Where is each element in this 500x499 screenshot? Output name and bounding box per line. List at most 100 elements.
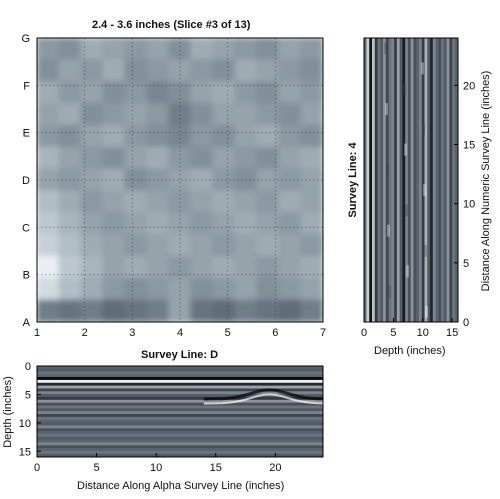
slice-map-cell	[234, 168, 258, 192]
slice-map-cell	[124, 103, 148, 126]
slice-map-cell	[124, 277, 148, 301]
slice-map-cell	[190, 299, 214, 322]
slice-map-cell	[212, 212, 236, 236]
survey-line-4-y-tick: 5	[463, 258, 469, 270]
slice-map-cell	[146, 146, 170, 170]
slice-map-cell	[278, 168, 302, 192]
slice-map-cell	[102, 212, 126, 236]
slice-map-cell	[278, 59, 302, 83]
slice-map-cell	[102, 38, 126, 61]
survey-line-4-band	[422, 123, 425, 136]
slice-map-cell	[190, 124, 214, 148]
slice-map-cell	[190, 38, 214, 61]
slice-map-cell	[278, 81, 302, 105]
slice-map-cell	[58, 38, 82, 61]
survey-line-d-ylabel: Depth (inches)	[2, 376, 14, 448]
slice-map-cell	[168, 299, 192, 322]
slice-map-cell	[212, 81, 236, 105]
slice-map-cell	[168, 168, 192, 192]
slice-map-cell	[168, 103, 192, 126]
slice-map-cell	[212, 277, 236, 301]
slice-map-cell	[58, 299, 82, 322]
survey-line-d-band	[37, 377, 323, 381]
survey-line-4-band	[449, 38, 453, 322]
slice-map-cell	[256, 38, 280, 61]
slice-map-x-tick: 1	[34, 327, 40, 339]
slice-map-cell	[190, 146, 214, 170]
survey-line-4-band	[384, 42, 387, 55]
slice-map-cell	[124, 146, 148, 170]
slice-map-cell	[168, 38, 192, 61]
slice-map-x-tick: 5	[225, 327, 231, 339]
slice-map-cell	[146, 38, 170, 61]
slice-map-cell	[37, 212, 60, 236]
slice-map-cell	[234, 81, 258, 105]
survey-line-d-band	[37, 442, 323, 446]
slice-map-cell	[278, 277, 302, 301]
slice-map-cell	[300, 190, 323, 214]
slice-map-cell	[58, 146, 82, 170]
survey-line-4-band	[364, 38, 368, 322]
survey-line-d-band	[37, 431, 323, 435]
survey-line-4-band	[452, 38, 456, 322]
slice-map-cell	[146, 299, 170, 322]
survey-line-4-x-tick: 10	[417, 327, 429, 339]
slice-map-cell	[256, 81, 280, 105]
slice-map-cell	[37, 38, 60, 61]
survey-line-4-band	[383, 38, 387, 322]
slice-map-cell	[124, 299, 148, 322]
survey-line-4-band	[374, 38, 379, 322]
survey-line-4-band	[454, 38, 458, 322]
slice-map-y-tick: D	[22, 175, 30, 187]
survey-line-d-band	[37, 419, 323, 424]
survey-line-4-y-tick: 20	[463, 80, 475, 92]
survey-line-d-xlabel: Distance Along Alpha Survey Line (inches…	[77, 480, 285, 492]
slice-map-cell	[300, 124, 323, 148]
survey-line-4-band	[421, 38, 426, 322]
slice-map-cell	[102, 81, 126, 105]
slice-map-y-tick: B	[23, 270, 30, 282]
slice-map-y-tick: F	[23, 80, 30, 92]
slice-map-cell	[58, 103, 82, 126]
slice-map-x-tick: 2	[82, 327, 88, 339]
slice-map-cell	[146, 277, 170, 301]
slice-map-y-tick: E	[23, 128, 30, 140]
survey-line-4-xlabel: Depth (inches)	[374, 345, 446, 357]
slice-map-title: 2.4 - 3.6 inches (Slice #3 of 13)	[92, 19, 251, 31]
slice-map-cell	[278, 124, 302, 148]
slice-map-cell	[37, 146, 60, 170]
survey-line-d-band	[37, 408, 323, 412]
survey-line-d-x-tick: 20	[269, 462, 281, 474]
survey-line-d-band	[37, 391, 323, 395]
slice-map-cell	[234, 255, 258, 279]
slice-map-cell	[58, 59, 82, 83]
survey-line-d-band	[37, 411, 323, 415]
slice-map-cell	[190, 168, 214, 192]
slice-map-cell	[102, 255, 126, 279]
survey-line-d-band	[37, 414, 323, 418]
survey-line-4-band	[405, 38, 409, 322]
slice-map-cell	[124, 212, 148, 236]
survey-line-4-band	[387, 224, 390, 237]
survey-line-d-band	[37, 366, 323, 370]
survey-line-d-band	[37, 453, 323, 457]
survey-line-4-band	[430, 38, 434, 322]
slice-map-cell	[234, 277, 258, 301]
slice-map-cell	[102, 59, 126, 83]
slice-map-cell	[168, 81, 192, 105]
survey-line-4-band	[441, 38, 445, 322]
slice-map-cell	[58, 168, 82, 192]
survey-line-d-band	[37, 379, 323, 384]
slice-map-cell	[146, 103, 170, 126]
slice-map-cell	[102, 103, 126, 126]
survey-line-d-x-tick: 15	[210, 462, 222, 474]
survey-line-d-x-tick: 10	[150, 462, 162, 474]
survey-line-d-band	[37, 433, 323, 438]
slice-map-cell	[146, 234, 170, 257]
slice-map-cell	[234, 299, 258, 322]
survey-line-4-band	[435, 38, 439, 322]
survey-line-4-band	[396, 38, 401, 322]
survey-line-4-y-tick: 15	[463, 140, 475, 152]
survey-line-d-frame	[36, 365, 324, 458]
survey-line-d-y-tick: 5	[25, 389, 31, 401]
